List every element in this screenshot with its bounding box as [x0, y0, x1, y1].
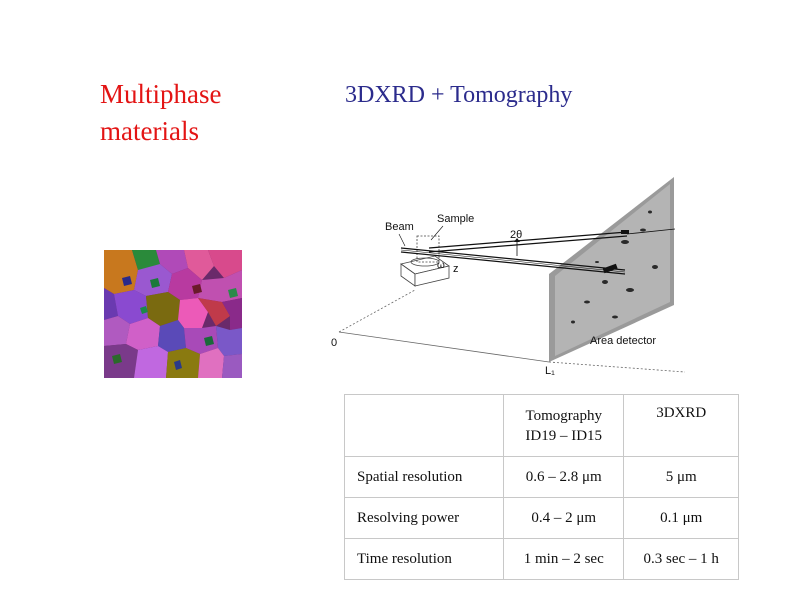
table-row: Resolving power 0.4 – 2 μm 0.1 μm — [344, 497, 739, 539]
distance-label: L₁ — [545, 365, 555, 377]
tomography-value: 0.6 – 2.8 μm — [502, 456, 625, 498]
grain-map-image — [104, 250, 242, 378]
origin-label: 0 — [331, 337, 337, 349]
two-theta-label: 2θ — [510, 229, 522, 241]
sample-label: Sample — [437, 213, 474, 225]
xrd-header: 3DXRD — [623, 394, 739, 457]
tomography-header-line-2: ID19 – ID15 — [525, 427, 603, 444]
title-line-2: materials — [100, 116, 199, 146]
tomography-value: 0.4 – 2 μm — [502, 497, 625, 539]
row-label: Resolving power — [344, 497, 504, 539]
title-line-1: Multiphase — [100, 79, 222, 109]
table-corner-cell — [344, 394, 504, 457]
omega-label: ω — [437, 260, 445, 271]
xrd-value: 0.1 μm — [623, 497, 739, 539]
xrd-value: 5 μm — [623, 456, 739, 498]
comparison-table: Tomography ID19 – ID15 3DXRD Spatial res… — [344, 394, 739, 580]
tomography-value: 1 min – 2 sec — [502, 538, 625, 580]
slide-title: Multiphase materials — [100, 76, 222, 150]
beam-label: Beam — [385, 221, 414, 233]
slide-subtitle: 3DXRD + Tomography — [345, 82, 573, 108]
tomography-header: Tomography ID19 – ID15 — [502, 394, 625, 457]
setup-diagram: Beam Sample 2θ ω z 0 Area detector L₁ — [331, 177, 686, 377]
tomography-header-line-1: Tomography — [525, 407, 602, 424]
z-label: z — [453, 263, 459, 275]
table-row: Time resolution 1 min – 2 sec 0.3 sec – … — [344, 538, 739, 580]
table-row: Spatial resolution 0.6 – 2.8 μm 5 μm — [344, 456, 739, 498]
row-label: Time resolution — [344, 538, 504, 580]
row-label: Spatial resolution — [344, 456, 504, 498]
table-header-row: Tomography ID19 – ID15 3DXRD — [344, 394, 739, 457]
xrd-value: 0.3 sec – 1 h — [623, 538, 739, 580]
area-detector-label: Area detector — [590, 335, 656, 347]
